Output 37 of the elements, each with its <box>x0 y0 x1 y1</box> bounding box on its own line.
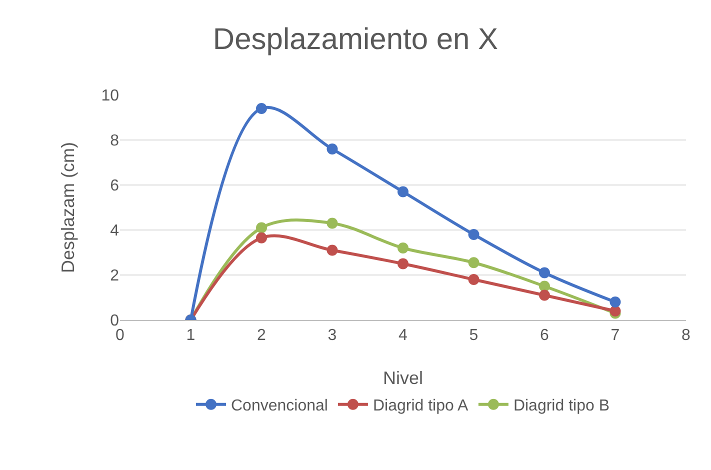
legend-label: Convencional <box>231 398 328 415</box>
x-tick-label: 7 <box>610 327 620 344</box>
point <box>398 242 408 254</box>
y-axis-title: Desplazam (cm) <box>58 142 78 274</box>
y-tick-label: 4 <box>110 222 120 240</box>
y-tick-label: 8 <box>110 132 120 150</box>
legend-label: Diagrid tipo A <box>372 398 468 415</box>
legend-label: Diagrid tipo B <box>513 398 610 415</box>
y-tick-label: 0 <box>110 312 120 330</box>
point <box>539 290 550 301</box>
point <box>256 232 267 244</box>
x-tick-label: 5 <box>469 327 478 344</box>
point <box>398 258 408 270</box>
y-tick-label: 2 <box>110 268 120 285</box>
point <box>326 244 338 256</box>
point <box>256 222 267 234</box>
point <box>326 218 338 229</box>
point <box>398 186 408 198</box>
point <box>468 257 480 268</box>
point <box>539 267 550 278</box>
x-axis-title: Nivel <box>382 368 424 388</box>
point <box>610 306 621 316</box>
x-tick-label: 4 <box>398 327 408 344</box>
point <box>326 144 338 154</box>
x-tick-label: 6 <box>540 327 550 344</box>
x-tick-label: 2 <box>257 327 266 344</box>
point <box>539 280 550 292</box>
x-tick-label: 1 <box>186 327 196 344</box>
x-tick-label: 3 <box>328 327 337 344</box>
y-tick-label: 10 <box>101 88 120 105</box>
point <box>256 103 267 114</box>
chart-title: Desplazamiento en X <box>212 23 498 56</box>
y-tick-label: 6 <box>110 178 120 195</box>
point <box>468 229 480 240</box>
x-tick-label: 8 <box>682 327 691 344</box>
point <box>468 274 480 285</box>
point <box>610 296 621 308</box>
